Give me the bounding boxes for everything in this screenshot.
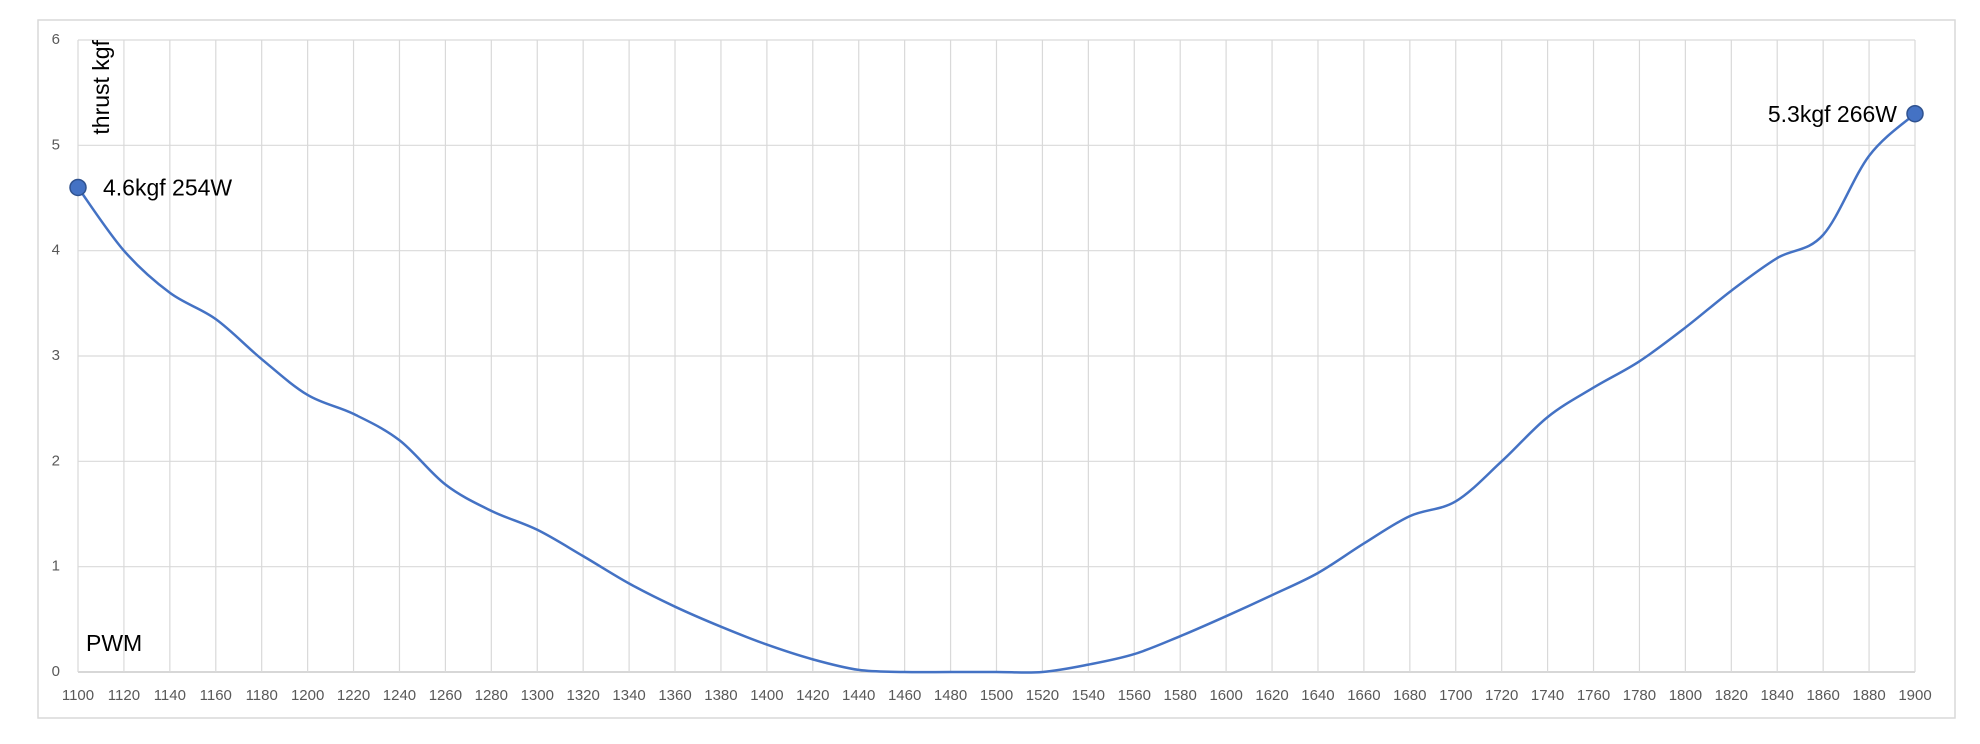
x-tick-label: 1120 <box>108 687 140 704</box>
x-tick-label: 1620 <box>1255 687 1288 704</box>
x-tick-label: 1460 <box>888 687 921 704</box>
x-tick-label: 1260 <box>429 687 462 704</box>
x-tick-label: 1420 <box>796 687 829 704</box>
x-tick-label: 1360 <box>658 687 691 704</box>
y-tick-label: 0 <box>52 663 60 680</box>
x-tick-label: 1740 <box>1531 687 1564 704</box>
x-tick-label: 1700 <box>1439 687 1472 704</box>
y-axis-label: thrust kgf <box>88 39 114 134</box>
x-tick-label: 1320 <box>566 687 599 704</box>
x-tick-label: 1820 <box>1715 687 1748 704</box>
x-tick-label: 1640 <box>1301 687 1334 704</box>
x-tick-label: 1240 <box>383 687 416 704</box>
x-tick-label: 1900 <box>1898 687 1931 704</box>
x-tick-label: 1340 <box>612 687 645 704</box>
x-tick-label: 1760 <box>1577 687 1610 704</box>
x-tick-label: 1880 <box>1852 687 1885 704</box>
x-axis-label: PWM <box>86 630 142 656</box>
x-tick-label: 1720 <box>1485 687 1518 704</box>
y-tick-label: 5 <box>52 136 60 153</box>
x-tick-label: 1440 <box>842 687 875 704</box>
x-tick-label: 1840 <box>1761 687 1794 704</box>
x-tick-label: 1660 <box>1347 687 1380 704</box>
x-tick-label: 1600 <box>1209 687 1242 704</box>
x-tick-label: 1300 <box>521 687 554 704</box>
x-tick-label: 1480 <box>934 687 967 704</box>
y-tick-label: 6 <box>52 31 60 48</box>
annotation: 4.6kgf 254W <box>103 175 232 201</box>
x-tick-label: 1160 <box>200 687 232 704</box>
x-tick-label: 1780 <box>1623 687 1656 704</box>
x-tick-label: 1860 <box>1806 687 1839 704</box>
x-tick-label: 1500 <box>980 687 1013 704</box>
x-tick-label: 1560 <box>1118 687 1151 704</box>
x-tick-label: 1380 <box>704 687 737 704</box>
annotation: 5.3kgf 266W <box>1768 101 1897 127</box>
x-tick-label: 1400 <box>750 687 783 704</box>
y-tick-label: 4 <box>52 242 60 259</box>
x-tick-label: 1280 <box>475 687 508 704</box>
x-tick-label: 1800 <box>1669 687 1702 704</box>
line <box>76 112 1916 674</box>
y-tick-label: 1 <box>52 558 60 575</box>
x-tick-label: 1220 <box>337 687 370 704</box>
x-tick-label: 1140 <box>154 687 186 704</box>
point-marker <box>1906 104 1924 123</box>
x-tick-label: 1200 <box>291 687 324 704</box>
x-tick-label: 1540 <box>1072 687 1105 704</box>
point-marker <box>69 178 87 197</box>
y-tick-label: 3 <box>52 347 60 364</box>
x-tick-label: 1580 <box>1164 687 1197 704</box>
x-tick-label: 1100 <box>62 687 94 704</box>
y-tick-label: 2 <box>52 452 60 469</box>
x-tick-label: 1180 <box>246 687 278 704</box>
x-tick-label: 1520 <box>1026 687 1059 704</box>
x-tick-label: 1680 <box>1393 687 1426 704</box>
